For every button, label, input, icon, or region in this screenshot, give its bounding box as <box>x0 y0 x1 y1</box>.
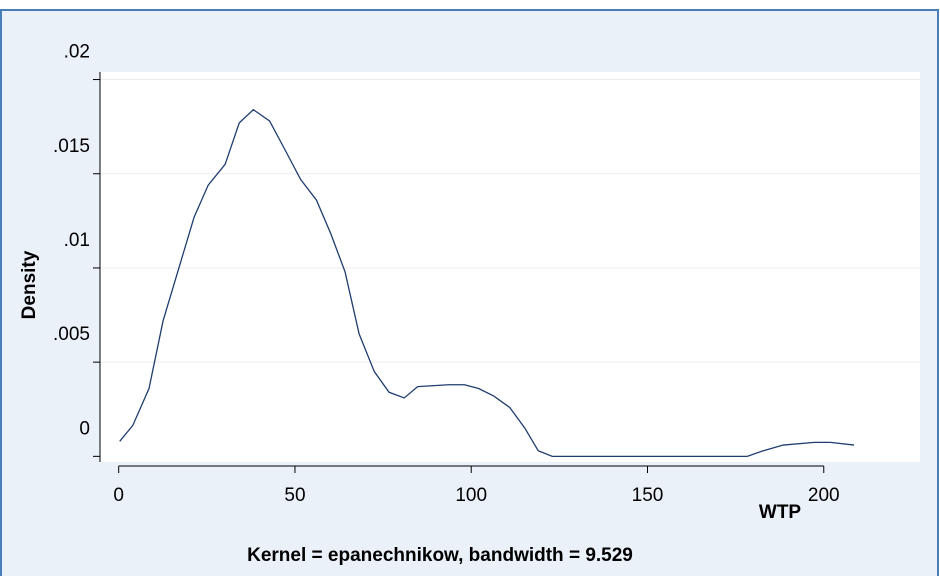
density-line <box>119 108 855 457</box>
y-tick-label: .01 <box>64 230 90 251</box>
x-tick-label: 50 <box>284 485 305 506</box>
y-axis-title: Density <box>19 250 40 319</box>
y-tick-label: .015 <box>53 136 90 157</box>
x-tick-label: 100 <box>455 485 487 506</box>
plot-area <box>100 72 920 462</box>
x-tick-label: 0 <box>113 485 124 506</box>
x-axis-title: WTP <box>759 502 802 523</box>
x-tick-label: 150 <box>632 485 664 506</box>
note: Kernel = epanechnikow, bandwidth = 9.529 <box>247 545 633 566</box>
y-tick-label: 0 <box>79 418 90 439</box>
y-tick-label: .02 <box>64 42 90 63</box>
x-tick-label: 200 <box>808 485 840 506</box>
y-tick-label: .005 <box>53 324 90 345</box>
